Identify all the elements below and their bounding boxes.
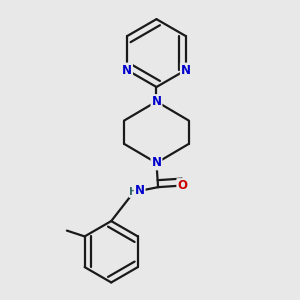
Text: N: N xyxy=(152,156,161,170)
Text: N: N xyxy=(181,64,191,76)
Text: N: N xyxy=(122,64,132,76)
Text: H: H xyxy=(130,187,138,197)
Text: N: N xyxy=(152,95,161,108)
Text: O: O xyxy=(177,179,187,192)
Text: N: N xyxy=(135,184,145,197)
